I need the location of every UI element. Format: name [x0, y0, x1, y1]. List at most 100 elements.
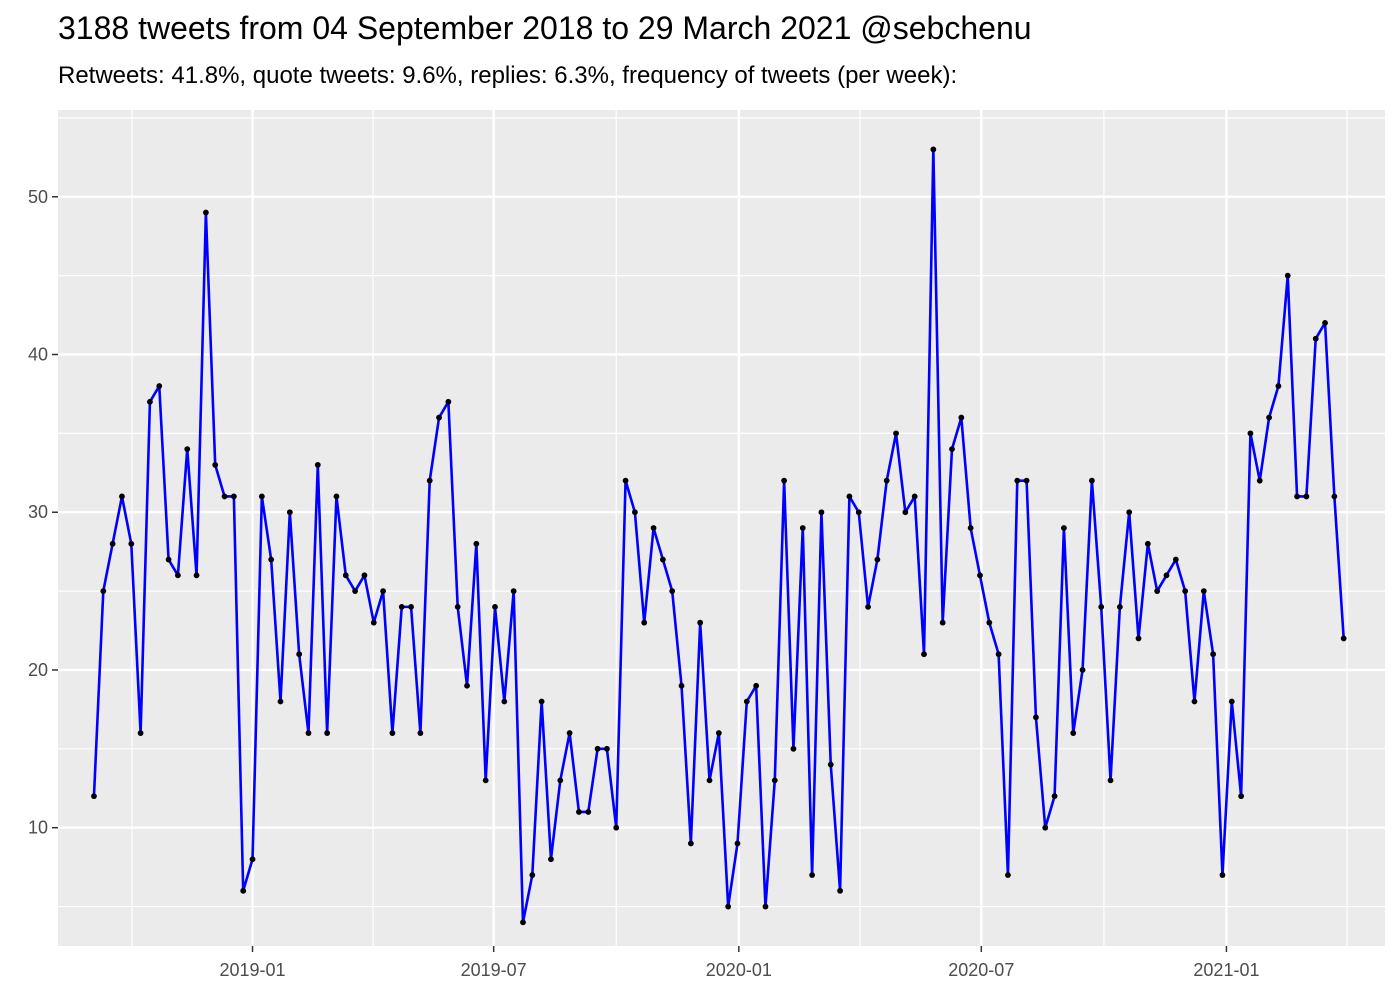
data-point [91, 793, 97, 800]
data-point [538, 698, 545, 705]
data-point [846, 493, 853, 500]
data-point [277, 698, 284, 705]
data-point [604, 745, 610, 752]
data-point [361, 572, 368, 579]
data-point [678, 682, 685, 689]
chart-title: 3188 tweets from 04 September 2018 to 29… [58, 10, 1032, 46]
data-point [818, 509, 825, 516]
data-point [622, 477, 629, 484]
data-point [977, 572, 983, 579]
data-point [1247, 430, 1254, 437]
y-tick-label: 10 [28, 818, 48, 838]
data-point [594, 745, 601, 752]
data-point [781, 477, 788, 484]
data-point [921, 651, 927, 658]
data-point [939, 619, 946, 626]
data-point [436, 414, 442, 421]
x-tick-label: 2020-01 [706, 960, 772, 980]
data-point [1219, 872, 1226, 878]
data-point [1266, 414, 1272, 421]
data-point [669, 588, 676, 594]
data-point [930, 146, 937, 153]
data-point [137, 730, 144, 736]
data-point [855, 509, 862, 516]
data-point [1191, 698, 1198, 705]
data-point [1014, 477, 1021, 484]
data-point [1144, 540, 1151, 547]
data-point [865, 603, 871, 610]
data-point [585, 809, 592, 815]
data-point [874, 556, 881, 563]
y-tick-label: 50 [28, 187, 48, 207]
data-point [687, 840, 694, 847]
data-point [827, 761, 834, 768]
data-point [370, 619, 377, 626]
grid-lines [58, 110, 1385, 946]
data-point [706, 777, 713, 784]
data-point [342, 572, 349, 579]
data-point [1042, 824, 1049, 831]
data-point [1172, 556, 1179, 563]
chart-subtitle: Retweets: 41.8%, quote tweets: 9.6%, rep… [58, 62, 958, 89]
x-axis: 2019-01 2019-07 2020-01 2020-07 2021-01 [219, 946, 1259, 980]
data-point [697, 619, 704, 626]
data-point [557, 777, 564, 784]
plot-panel [58, 110, 1385, 946]
data-point [883, 477, 890, 484]
data-points [91, 146, 1347, 926]
data-point [193, 572, 200, 579]
data-point [809, 872, 815, 878]
data-point [995, 651, 1002, 658]
data-point [249, 856, 256, 863]
data-point [725, 903, 732, 910]
data-point [230, 493, 237, 500]
data-point [1070, 730, 1077, 736]
data-point [1163, 572, 1170, 579]
data-point [473, 540, 480, 547]
data-point [1256, 477, 1263, 484]
data-point [986, 619, 993, 626]
data-point [398, 603, 405, 610]
y-tick-label: 40 [28, 344, 48, 364]
data-point [837, 887, 843, 894]
data-point [184, 446, 191, 453]
data-point [175, 572, 181, 579]
x-tick-label: 2020-07 [948, 960, 1014, 980]
data-point [1303, 493, 1310, 500]
data-point [650, 525, 657, 531]
data-point [1340, 635, 1347, 642]
data-point [613, 824, 620, 831]
data-point [109, 540, 116, 547]
data-point [1228, 698, 1235, 705]
data-point [286, 509, 293, 516]
data-point [492, 603, 498, 610]
data-point [1061, 525, 1067, 531]
data-point [454, 603, 461, 610]
data-point [333, 493, 340, 500]
data-point [1182, 588, 1189, 594]
data-point [212, 462, 219, 468]
data-point [902, 509, 909, 516]
data-point [771, 777, 778, 784]
data-point [1135, 635, 1142, 642]
data-point [576, 809, 582, 815]
data-point [715, 730, 722, 736]
data-point [464, 682, 470, 689]
data-point [1210, 651, 1217, 658]
data-point [165, 556, 172, 563]
data-point [305, 730, 312, 736]
data-point [1154, 588, 1161, 594]
data-point [734, 840, 741, 847]
data-point [1023, 477, 1030, 484]
data-point [1005, 872, 1011, 878]
data-point [1312, 335, 1319, 342]
data-point [417, 730, 424, 736]
data-point [445, 398, 452, 405]
data-point [1116, 603, 1123, 610]
data-point [324, 730, 331, 736]
y-axis: 10 20 30 40 50 [28, 187, 58, 838]
data-point [156, 383, 163, 389]
data-point [659, 556, 666, 563]
data-point [967, 525, 974, 531]
